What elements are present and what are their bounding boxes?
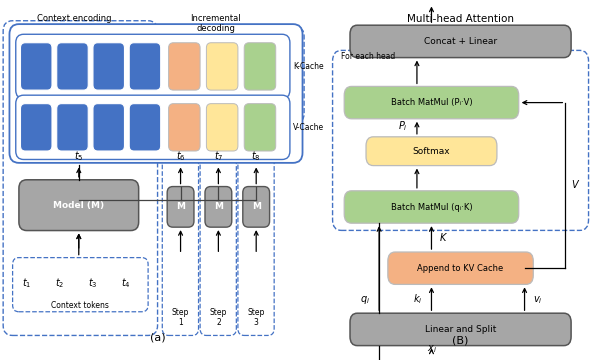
FancyBboxPatch shape — [129, 104, 161, 151]
Text: (B): (B) — [452, 336, 469, 346]
Text: $t_6$: $t_6$ — [176, 149, 185, 163]
FancyBboxPatch shape — [129, 43, 161, 90]
FancyBboxPatch shape — [21, 104, 52, 151]
Text: M: M — [176, 202, 185, 211]
Text: $v_i$: $v_i$ — [533, 294, 543, 306]
Text: Append to KV Cache: Append to KV Cache — [418, 264, 504, 273]
FancyBboxPatch shape — [344, 191, 519, 223]
Text: Step
1: Step 1 — [172, 308, 189, 327]
Text: K: K — [440, 233, 447, 243]
FancyBboxPatch shape — [388, 252, 533, 284]
Text: K-Cache: K-Cache — [293, 62, 324, 71]
FancyBboxPatch shape — [10, 24, 302, 163]
FancyBboxPatch shape — [16, 34, 290, 99]
Text: Context encoding: Context encoding — [37, 14, 112, 23]
Text: M: M — [251, 202, 261, 211]
FancyBboxPatch shape — [168, 43, 200, 90]
FancyBboxPatch shape — [350, 313, 571, 346]
Text: Linear and Split: Linear and Split — [425, 325, 496, 334]
FancyBboxPatch shape — [344, 86, 519, 119]
FancyBboxPatch shape — [167, 186, 194, 227]
FancyBboxPatch shape — [205, 186, 231, 227]
Text: $t_2$: $t_2$ — [55, 276, 65, 290]
FancyBboxPatch shape — [93, 104, 124, 151]
Text: Step
3: Step 3 — [247, 308, 265, 327]
FancyBboxPatch shape — [243, 186, 270, 227]
FancyBboxPatch shape — [57, 43, 88, 90]
Text: Context tokens: Context tokens — [52, 301, 109, 310]
Text: $q_i$: $q_i$ — [361, 294, 370, 306]
Text: Multi-head Attention: Multi-head Attention — [407, 14, 514, 24]
FancyBboxPatch shape — [57, 104, 88, 151]
Text: Softmax: Softmax — [413, 147, 450, 156]
Text: $t_7$: $t_7$ — [213, 149, 223, 163]
Text: $t_8$: $t_8$ — [251, 149, 261, 163]
Text: For each head: For each head — [341, 52, 396, 61]
FancyBboxPatch shape — [16, 95, 290, 159]
Text: (a): (a) — [150, 332, 165, 342]
FancyBboxPatch shape — [93, 43, 124, 90]
Text: Step
2: Step 2 — [210, 308, 227, 327]
Text: V-Cache: V-Cache — [293, 123, 324, 132]
Text: $t_3$: $t_3$ — [88, 276, 98, 290]
Text: Incremental
decoding: Incremental decoding — [190, 14, 241, 33]
Text: $t_1$: $t_1$ — [22, 276, 32, 290]
Text: Batch MatMul (Pᵢ·V): Batch MatMul (Pᵢ·V) — [391, 98, 472, 107]
FancyBboxPatch shape — [350, 25, 571, 58]
Text: Batch MatMul (qᵢ·K): Batch MatMul (qᵢ·K) — [391, 202, 472, 211]
FancyBboxPatch shape — [19, 180, 139, 230]
Text: $P_i$: $P_i$ — [399, 120, 408, 133]
Text: $x_i$: $x_i$ — [427, 343, 436, 355]
Text: $t_4$: $t_4$ — [121, 276, 131, 290]
FancyBboxPatch shape — [366, 137, 497, 166]
FancyBboxPatch shape — [168, 104, 200, 151]
Text: $k_i$: $k_i$ — [413, 292, 423, 306]
FancyBboxPatch shape — [207, 43, 238, 90]
Text: $t_5$: $t_5$ — [74, 149, 84, 163]
FancyBboxPatch shape — [21, 43, 52, 90]
Text: M: M — [214, 202, 223, 211]
Text: V: V — [571, 180, 578, 190]
Text: Concat + Linear: Concat + Linear — [424, 37, 497, 46]
FancyBboxPatch shape — [207, 104, 238, 151]
FancyBboxPatch shape — [244, 104, 276, 151]
FancyBboxPatch shape — [244, 43, 276, 90]
Text: Model (M): Model (M) — [53, 201, 104, 210]
